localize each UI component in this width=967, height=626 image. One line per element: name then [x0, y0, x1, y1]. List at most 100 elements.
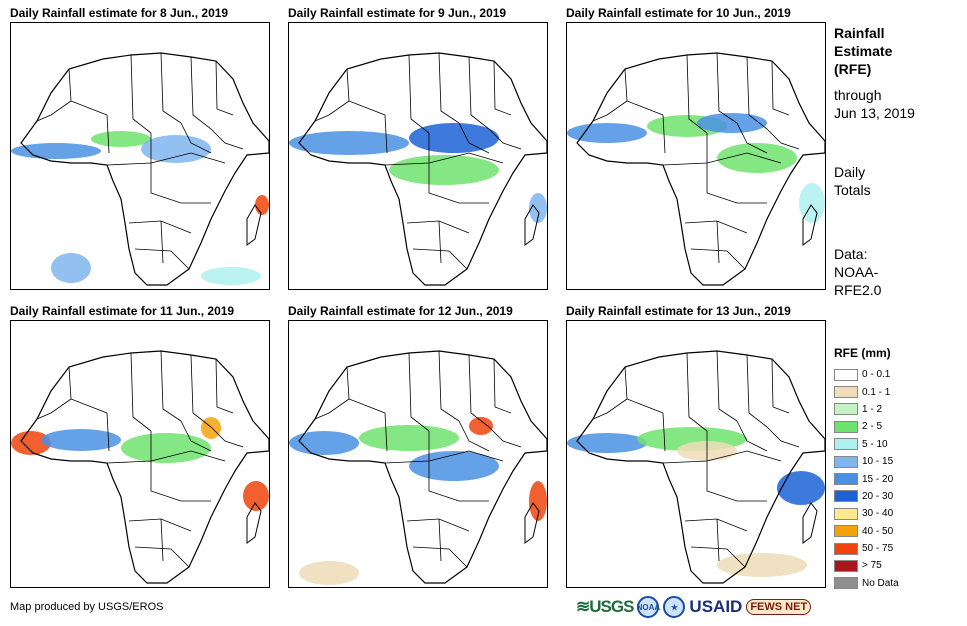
panel-title: Daily Rainfall estimate for 8 Jun., 2019: [10, 6, 229, 20]
legend-swatch: [834, 507, 858, 520]
data-label: Data:: [834, 246, 868, 262]
country-border: [106, 412, 110, 452]
legend-swatch: [834, 542, 858, 555]
country-border: [406, 518, 470, 532]
through-date: Jun 13, 2019: [834, 105, 915, 121]
panel-title: Daily Rainfall estimate for 11 Jun., 201…: [10, 304, 235, 318]
rainfall-area: [567, 433, 647, 453]
rainfall-area: [409, 451, 499, 481]
rainfall-area: [41, 429, 121, 451]
country-border: [412, 546, 468, 568]
country-border: [150, 133, 211, 204]
country-border: [384, 450, 504, 464]
data-source: NOAA-: [834, 264, 879, 280]
legend-label: 15 - 20: [862, 473, 894, 485]
country-border: [215, 358, 234, 414]
rainfall-area: [91, 131, 151, 147]
country-border: [706, 431, 767, 502]
country-border: [592, 100, 628, 122]
sidebar-title: Rainfall Estimate (RFE): [834, 24, 892, 78]
country-border: [215, 60, 234, 116]
country-border: [684, 518, 748, 532]
country-border: [190, 56, 212, 130]
country-border: [686, 352, 708, 432]
country-border: [160, 518, 164, 562]
country-border: [716, 518, 720, 562]
rainfall-area: [289, 431, 359, 455]
legend-label: 50 - 75: [862, 543, 894, 555]
country-border: [134, 248, 190, 270]
country-border: [493, 358, 512, 414]
rainfall-map: [566, 320, 826, 588]
country-border: [438, 518, 442, 562]
legend-label: > 75: [862, 560, 882, 572]
title-line: Estimate: [834, 43, 893, 59]
legend-swatch: [834, 386, 858, 399]
map-panel-jun-12: Daily Rainfall estimate for 12 Jun., 201…: [288, 304, 548, 594]
rainfall-area: [697, 113, 767, 133]
country-border: [106, 450, 226, 464]
map-panel-jun-10: Daily Rainfall estimate for 10 Jun., 201…: [566, 6, 826, 296]
madagascar-outline: [246, 502, 262, 544]
country-border: [746, 354, 768, 428]
legend-swatch: [834, 473, 858, 486]
legend-label: 30 - 40: [862, 508, 894, 520]
country-border: [438, 52, 460, 124]
country-border: [662, 412, 666, 452]
africa-map-svg: [567, 52, 825, 286]
legend-item: 30 - 40: [834, 505, 899, 522]
legend-swatch: [834, 577, 858, 590]
country-border: [408, 54, 430, 134]
country-border: [766, 128, 800, 150]
country-border: [746, 56, 768, 130]
legend-item: No Data: [834, 575, 899, 592]
legend-swatch: [834, 490, 858, 503]
madagascar-outline: [802, 204, 818, 246]
panel-title: Daily Rainfall estimate for 10 Jun., 201…: [566, 6, 791, 20]
country-border: [458, 420, 490, 452]
map-panel-jun-8: Daily Rainfall estimate for 8 Jun., 2019: [10, 6, 270, 296]
legend-swatch: [834, 420, 858, 433]
legend-item: 1 - 2: [834, 401, 899, 418]
rainfall-area: [289, 131, 409, 155]
legend: RFE (mm) 0 - 0.1 0.1 - 1 1 - 2 2 - 5 5 - 10 1…: [834, 346, 899, 592]
country-border: [68, 366, 108, 414]
legend-label: 10 - 15: [862, 456, 894, 468]
legend-label: 40 - 50: [862, 525, 894, 537]
country-border: [662, 152, 782, 166]
rainfall-area: [51, 253, 91, 283]
legend-label: 1 - 2: [862, 403, 883, 415]
country-border: [384, 412, 388, 452]
country-border: [150, 431, 211, 502]
madagascar-outline: [524, 204, 540, 246]
rainfall-area: [141, 135, 211, 163]
country-border: [736, 420, 768, 452]
panel-title: Daily Rainfall estimate for 12 Jun., 201…: [288, 304, 513, 318]
country-border: [493, 60, 512, 116]
rainfall-map: [288, 22, 548, 290]
country-border: [160, 220, 164, 264]
rainfall-area: [11, 431, 51, 455]
country-border: [684, 220, 748, 234]
country-border: [438, 220, 442, 264]
legend-label: 0 - 0.1: [862, 369, 891, 381]
country-border: [624, 68, 664, 116]
legend-item: 5 - 10: [834, 436, 899, 453]
daily-label: Totals: [834, 182, 871, 198]
country-border: [406, 220, 470, 234]
country-border: [346, 366, 386, 414]
country-border: [488, 426, 522, 448]
legend-label: 0.1 - 1: [862, 386, 891, 398]
country-border: [134, 546, 190, 568]
country-border: [690, 546, 746, 568]
fews-net-logo: FEWS NET: [746, 599, 812, 615]
map-panel-jun-9: Daily Rainfall estimate for 9 Jun., 2019: [288, 6, 548, 296]
legend-item: 10 - 15: [834, 453, 899, 470]
africa-coastline: [298, 52, 547, 286]
panel-title: Daily Rainfall estimate for 13 Jun., 201…: [566, 304, 791, 318]
country-border: [716, 220, 720, 264]
legend-swatch: [834, 438, 858, 451]
usaid-logo: USAID: [689, 597, 743, 616]
country-border: [438, 350, 460, 422]
logo-strip: ≋USGS NOAA ★ USAID FEWS NET: [576, 594, 812, 620]
